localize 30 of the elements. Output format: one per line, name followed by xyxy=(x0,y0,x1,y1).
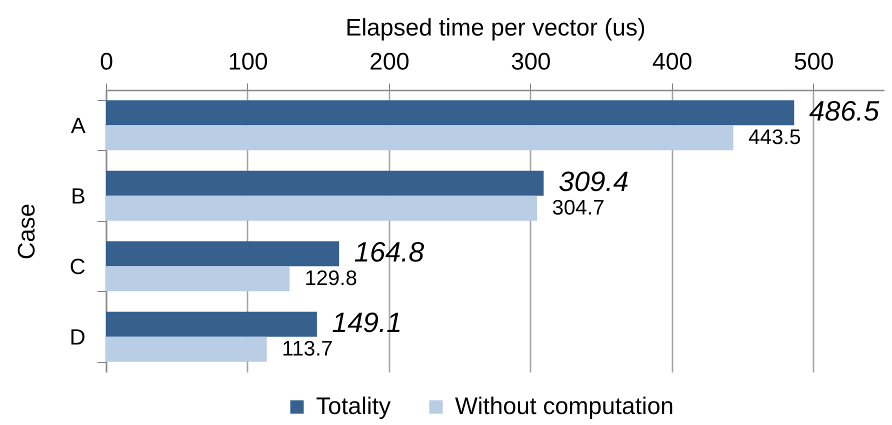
y-tick-label: B xyxy=(70,183,86,208)
x-tick-label: 0 xyxy=(100,48,114,76)
data-label: 486.5 xyxy=(809,96,880,127)
legend-label: Without computation xyxy=(455,393,674,420)
data-label: 149.1 xyxy=(332,307,402,338)
x-tick-label: 300 xyxy=(510,48,551,76)
bar xyxy=(106,170,544,196)
x-tick-label: 100 xyxy=(228,48,268,76)
bar xyxy=(106,125,734,150)
x-axis-title: Elapsed time per vector (us) xyxy=(345,14,646,42)
data-label: 309.4 xyxy=(558,166,629,198)
y-tick-label: D xyxy=(70,324,86,350)
data-label: 129.8 xyxy=(304,266,358,290)
bar xyxy=(106,241,340,266)
bar xyxy=(106,100,794,126)
x-tick-label: 500 xyxy=(794,48,834,76)
y-axis-title: Case xyxy=(14,203,41,260)
y-tick-label: C xyxy=(70,254,86,279)
legend-label: Totality xyxy=(316,393,391,420)
bar xyxy=(106,336,267,362)
y-tick-label: A xyxy=(70,112,86,138)
data-label: 164.8 xyxy=(354,236,425,268)
data-label: 113.7 xyxy=(282,337,333,360)
data-label: 304.7 xyxy=(552,196,605,220)
x-tick-label: 400 xyxy=(652,48,692,76)
bar xyxy=(106,266,290,292)
bar xyxy=(106,312,317,337)
data-label: 443.5 xyxy=(748,126,801,149)
bar xyxy=(106,196,538,221)
x-tick-label: 200 xyxy=(369,48,410,76)
